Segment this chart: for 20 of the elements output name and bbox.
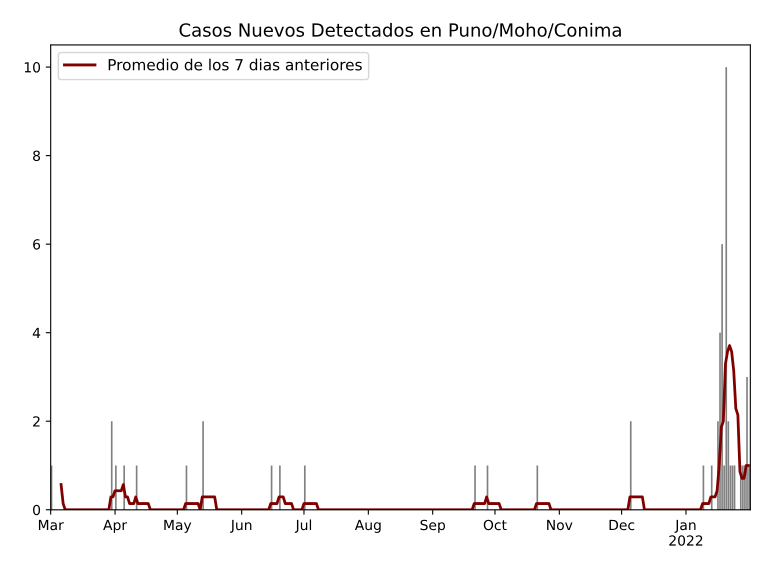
x-tick-label: Sep — [420, 520, 446, 533]
line-series — [60, 344, 750, 510]
x-tick-label: Jan 2022 — [669, 520, 702, 546]
y-tick-label: 10 — [24, 62, 40, 73]
x-tick-label: Nov — [547, 520, 572, 530]
y-tick-label: 8 — [33, 150, 40, 162]
y-tick-label: 4 — [32, 328, 40, 338]
x-tick-label: May — [164, 520, 192, 533]
x-tick-label: Mar — [38, 520, 64, 530]
y-tick-label: 2 — [33, 416, 40, 426]
x-tick-label: Oct — [484, 520, 507, 530]
y-tick-label: 6 — [33, 239, 40, 250]
x-tick-label: Jun — [230, 520, 252, 533]
x-tick-label: Jul — [294, 519, 312, 533]
y-tick-label: 0 — [33, 504, 40, 516]
x-tick-label: Aug — [354, 520, 381, 533]
legend-label: Promedio de los 7 dias anteriores — [108, 58, 362, 71]
chart-title: Casos Nuevos Detectados en Puno/Moho/Conima — [180, 22, 621, 38]
x-tick-label: Dec — [610, 520, 634, 530]
x-tick-label: Apr — [103, 520, 128, 533]
